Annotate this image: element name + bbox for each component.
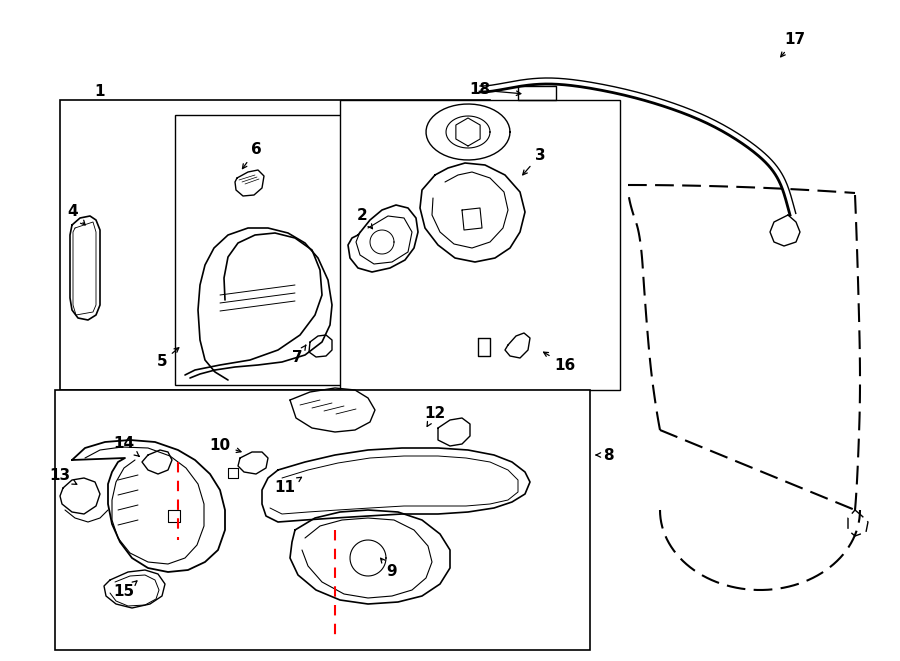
Bar xyxy=(175,115,390,385)
Text: 3: 3 xyxy=(523,147,545,175)
Text: 1: 1 xyxy=(94,85,105,100)
Text: 9: 9 xyxy=(381,559,397,580)
Text: 8: 8 xyxy=(596,447,613,463)
Text: 14: 14 xyxy=(113,436,140,456)
Text: 17: 17 xyxy=(780,32,806,57)
Text: 10: 10 xyxy=(210,438,241,453)
Text: 18: 18 xyxy=(469,83,521,98)
Text: 2: 2 xyxy=(356,208,373,229)
Text: 6: 6 xyxy=(242,143,261,169)
Bar xyxy=(60,100,490,390)
Bar xyxy=(340,100,620,390)
Text: 11: 11 xyxy=(274,477,302,496)
Text: 7: 7 xyxy=(292,345,306,366)
Text: 4: 4 xyxy=(68,204,86,225)
Text: 5: 5 xyxy=(157,348,179,369)
Text: 15: 15 xyxy=(113,581,137,600)
Text: 16: 16 xyxy=(544,352,576,373)
Text: 13: 13 xyxy=(50,467,76,485)
Text: 12: 12 xyxy=(425,405,446,426)
Bar xyxy=(55,390,590,650)
